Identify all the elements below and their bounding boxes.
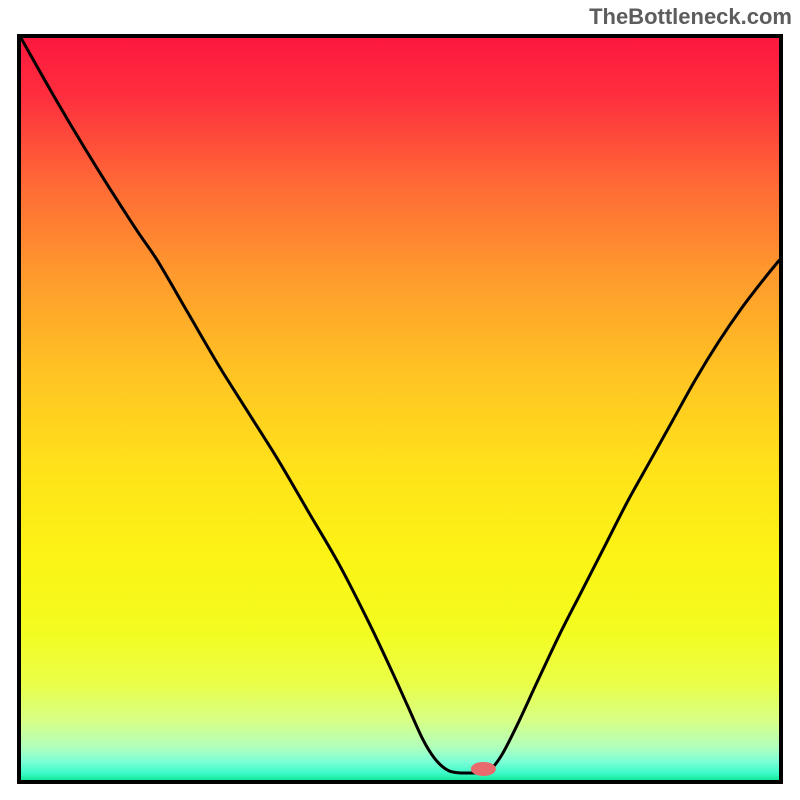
chart-root: TheBottleneck.com bbox=[0, 0, 800, 800]
curve-path bbox=[21, 38, 779, 773]
bottleneck-curve bbox=[21, 38, 779, 780]
plot-frame bbox=[17, 34, 783, 784]
watermark-text: TheBottleneck.com bbox=[589, 4, 792, 30]
